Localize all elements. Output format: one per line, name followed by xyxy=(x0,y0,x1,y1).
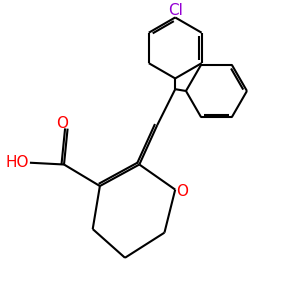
Text: O: O xyxy=(176,184,188,199)
Text: Cl: Cl xyxy=(168,3,183,18)
Text: O: O xyxy=(56,116,68,131)
Text: HO: HO xyxy=(6,155,29,170)
